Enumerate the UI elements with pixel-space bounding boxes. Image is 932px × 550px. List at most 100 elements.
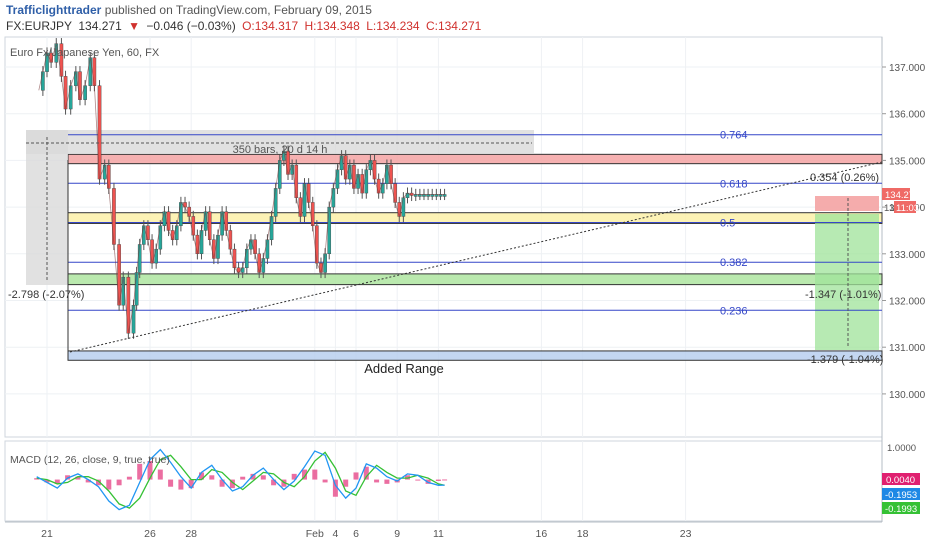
macd-hist-bar: [374, 479, 380, 483]
y-tick-label: 137.000: [889, 63, 926, 74]
macd-signal-tag: [882, 502, 920, 514]
symbol-label[interactable]: FX:EURJPY: [6, 19, 73, 33]
candle-body: [294, 164, 299, 198]
chart-header: Trafficlighttrader published on TradingV…: [0, 0, 932, 36]
bars-range-box: [26, 130, 534, 154]
measure-left-label: -2.798 (-2.07%): [8, 289, 84, 301]
candle-body: [310, 202, 315, 226]
zone-support: [67, 273, 883, 286]
macd-hist-bar: [229, 479, 235, 489]
candle-body: [360, 174, 364, 194]
projection-down-box: [815, 214, 879, 350]
macd-hist-bar: [168, 479, 174, 487]
candle-body: [393, 183, 397, 203]
macd-hist-bar: [157, 469, 163, 480]
open-value: O:134.317: [242, 19, 299, 33]
macd-signal-tag-text: -0.1993: [885, 504, 917, 515]
author-link[interactable]: Trafficlighttrader: [6, 3, 102, 17]
x-tick-label: 21: [41, 528, 53, 540]
candle-body: [207, 211, 212, 240]
measure-right-mid-label: -1.347 (-1.01%): [805, 289, 881, 301]
macd-hist-bar: [96, 479, 101, 486]
candle-body: [228, 230, 233, 250]
x-tick-label: 18: [577, 528, 589, 540]
y-tick-label: 136.000: [889, 110, 926, 121]
macd-hist-bar: [343, 479, 349, 487]
x-tick-label: 28: [185, 528, 197, 540]
zones: [26, 130, 883, 361]
candle-body: [385, 164, 389, 184]
trend-line: [69, 161, 883, 353]
macd-hist-bar: [219, 479, 225, 487]
axes: 21 26 28 Feb 4 6 9 11 16 18 23 137.000 136.000 135.00…: [41, 63, 925, 540]
macd-hist-bar: [353, 472, 359, 480]
candle-body: [261, 258, 266, 273]
y-tick-label: 135.000: [889, 156, 926, 167]
macd-hist-bar: [260, 475, 266, 480]
macd-pane[interactable]: [4, 440, 883, 522]
candle-body: [331, 188, 336, 208]
candle-body: [212, 239, 216, 259]
projection-up-box: [815, 196, 879, 211]
candle-body: [323, 253, 327, 273]
candle-body: [137, 244, 142, 273]
down-arrow-icon: ▼: [128, 19, 140, 33]
price-line: [38, 43, 445, 334]
macd-hist-bar: [54, 479, 60, 484]
x-tick-label: 6: [353, 528, 359, 540]
candle-body: [187, 206, 191, 217]
fib-label: 0.382: [720, 257, 748, 269]
candle-body: [78, 71, 82, 100]
fib-levels: 0.764 0.618 0.5 0.382 0.236: [68, 130, 882, 317]
x-tick-label: 16: [536, 528, 548, 540]
fib-label: 0.5: [720, 218, 735, 230]
candle-body: [253, 239, 257, 254]
price-series: [38, 38, 447, 339]
y-tick-label: 130.000: [889, 390, 926, 401]
candle-body: [364, 169, 369, 194]
macd-hist-bar: [442, 479, 448, 481]
macd-line-tag: [882, 488, 920, 500]
candle-body: [245, 248, 249, 269]
candle-body: [166, 211, 171, 231]
candle-body: [397, 202, 402, 217]
macd-hist-tag: [882, 473, 920, 485]
macd-title: MACD (12, 26, close, 9, true, true): [10, 454, 170, 466]
x-tick-label: Feb: [306, 528, 324, 540]
candle-body: [106, 164, 111, 189]
macd-hist-bar: [147, 461, 153, 480]
macd-hist-bar: [44, 479, 50, 483]
macd-hist-bar: [137, 463, 143, 480]
candle-body: [224, 211, 229, 231]
macd-hist-bar: [384, 479, 390, 484]
macd-hist-bar: [271, 479, 277, 486]
macd-hist-bar: [435, 479, 441, 481]
candle-body: [41, 71, 45, 91]
change-value: −0.046 (−0.03%): [146, 19, 236, 33]
macd-hist-bar: [34, 478, 40, 480]
candle-body: [158, 225, 163, 250]
macd-hist-bar: [209, 475, 215, 480]
x-tick-label: 11: [433, 528, 444, 540]
macd-hist-bar: [106, 479, 112, 490]
macd-hist-bar: [363, 466, 369, 480]
candle-body: [216, 234, 220, 259]
macd-hist-bar: [250, 473, 256, 480]
low-value: L:134.234: [366, 19, 420, 33]
macd-hist-bar: [322, 479, 328, 483]
main-pane[interactable]: [4, 36, 883, 438]
candle-body: [92, 57, 97, 86]
fib-label: 0.236: [720, 305, 748, 317]
candle-body: [401, 197, 406, 217]
candle-body: [372, 160, 377, 180]
macd-y-tick: 1.0000: [887, 443, 916, 454]
macd-hist-bar: [281, 479, 287, 487]
zone-added-range: [67, 350, 883, 361]
candle-body: [154, 248, 158, 264]
candle-body: [327, 206, 332, 255]
candle-body: [269, 216, 274, 240]
macd-hist-tag-text: 0.0040: [886, 475, 915, 486]
macd-hist-bar: [240, 476, 246, 480]
last-price-tag: [882, 188, 910, 200]
